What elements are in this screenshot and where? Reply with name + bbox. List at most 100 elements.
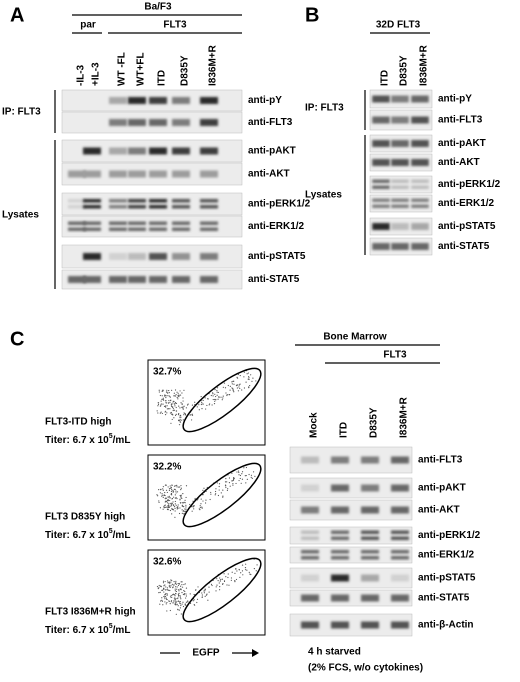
event-dot [201, 401, 203, 404]
event-dot [167, 408, 170, 410]
event-dot [174, 516, 176, 518]
blot-membrane [289, 613, 413, 637]
event-dot [168, 488, 171, 490]
event-dot [165, 395, 167, 397]
event-dot [210, 394, 212, 397]
blot [369, 89, 433, 109]
event-dot [182, 400, 184, 402]
blot [61, 269, 243, 290]
event-dot [179, 507, 181, 509]
event-dot [191, 414, 194, 416]
event-dot [169, 396, 171, 398]
event-dot [176, 497, 178, 500]
event-dot [173, 485, 176, 487]
band [391, 159, 409, 166]
event-dot [170, 502, 172, 504]
event-dot [160, 403, 162, 405]
event-dot [233, 476, 235, 479]
band [411, 140, 429, 147]
event-dot [178, 424, 181, 426]
event-dot [239, 576, 241, 578]
event-dot [229, 394, 231, 396]
band [391, 243, 409, 250]
event-dot [176, 391, 178, 393]
event-dot [219, 586, 221, 588]
blot [289, 546, 413, 564]
event-dot [226, 481, 228, 483]
event-dot [200, 395, 202, 398]
label: FLT3 I836M+R high [45, 607, 136, 618]
event-dot [252, 471, 255, 473]
event-dot [175, 590, 178, 593]
event-dot [239, 374, 241, 377]
event-dot [186, 404, 189, 406]
band [109, 276, 127, 283]
band [372, 140, 390, 147]
event-dot [178, 602, 181, 604]
event-dot [178, 405, 180, 407]
blot-membrane [369, 194, 433, 213]
event-dot [172, 587, 174, 589]
event-dot [166, 491, 168, 494]
event-dot [196, 406, 198, 408]
event-dot [178, 592, 180, 594]
event-dot [173, 417, 175, 419]
lane-label: ITD [339, 422, 350, 438]
event-dot [212, 393, 214, 395]
event-dot [249, 385, 251, 387]
event-dot [204, 595, 206, 597]
event-dot [172, 584, 175, 586]
event-dot [245, 563, 247, 565]
event-dot [162, 399, 165, 401]
event-dot [171, 596, 173, 598]
band [301, 530, 319, 534]
event-dot [165, 484, 167, 486]
event-dot [230, 579, 232, 581]
titer: Titer: 6.7 x 105/mL [45, 433, 130, 446]
event-dot [204, 397, 206, 399]
event-dot [172, 402, 174, 404]
event-dot [167, 507, 169, 509]
event-dot [239, 383, 241, 385]
band [109, 170, 127, 178]
event-dot [182, 510, 184, 512]
band [301, 506, 319, 514]
label: anti-STAT5 [248, 274, 300, 285]
event-dot [211, 404, 213, 406]
event-dot [201, 594, 203, 596]
band [391, 530, 409, 534]
event-dot [165, 400, 167, 402]
event-dot [241, 389, 243, 391]
label: anti-ERK1/2 [418, 550, 475, 561]
event-dot [249, 573, 251, 575]
event-dot [179, 414, 181, 417]
event-dot [237, 390, 240, 392]
event-dot [171, 418, 173, 421]
band [172, 276, 190, 283]
event-dot [166, 499, 169, 502]
label: IP: FLT3 [2, 107, 41, 118]
event-dot [165, 506, 167, 508]
event-dot [179, 502, 182, 504]
event-dot [174, 602, 176, 604]
band [361, 574, 379, 582]
blot [61, 244, 243, 269]
gate [182, 462, 262, 528]
titer-unit: /mL [113, 435, 131, 446]
band [109, 227, 127, 231]
event-dot [218, 485, 220, 488]
event-dot [222, 395, 224, 397]
blot [369, 217, 433, 236]
event-dot [229, 385, 231, 388]
event-dot [180, 613, 182, 615]
event-dot [159, 492, 161, 494]
event-dot [230, 577, 233, 579]
band [128, 97, 146, 104]
band [172, 147, 190, 155]
event-dot [170, 413, 173, 415]
band [68, 276, 86, 283]
event-dot [218, 589, 221, 591]
event-dot [168, 395, 171, 397]
event-dot [168, 495, 170, 497]
blot [369, 175, 433, 194]
